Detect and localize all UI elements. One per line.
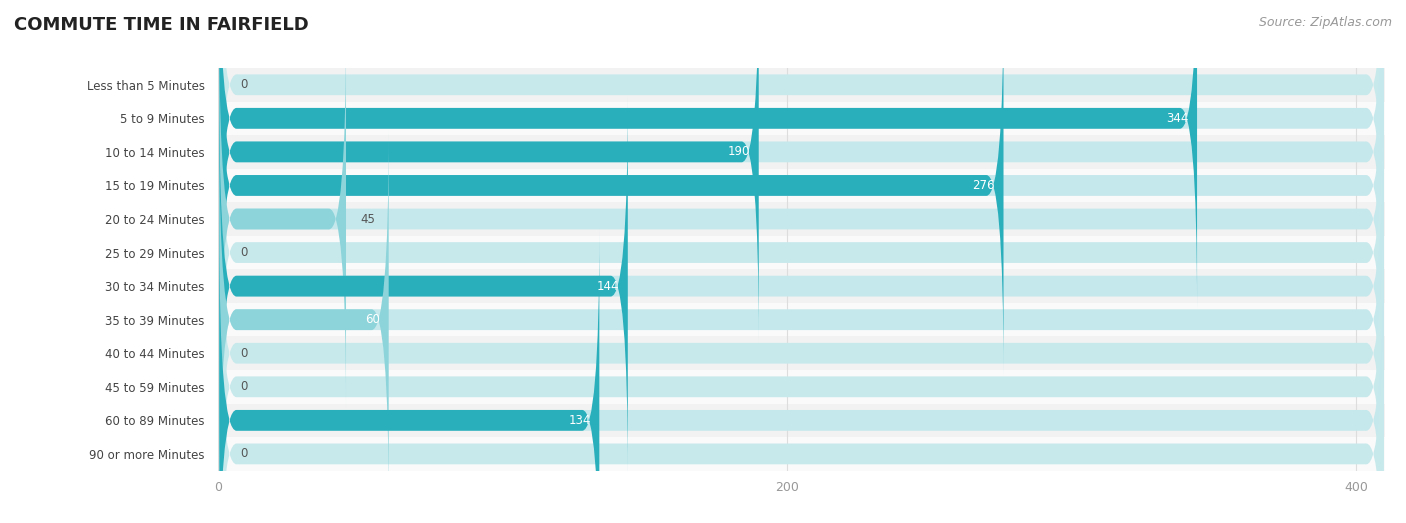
FancyBboxPatch shape [219,0,1004,377]
Bar [218,101,1385,135]
FancyBboxPatch shape [219,0,1197,309]
Text: 0: 0 [240,380,247,393]
FancyBboxPatch shape [219,0,1384,276]
Text: 134: 134 [568,414,591,427]
Text: 344: 344 [1166,112,1188,125]
Text: 0: 0 [240,447,247,460]
Bar [218,404,1385,437]
Bar [218,202,1385,236]
Text: 0: 0 [240,347,247,360]
FancyBboxPatch shape [219,263,1384,523]
Bar [218,370,1385,404]
Text: Source: ZipAtlas.com: Source: ZipAtlas.com [1258,16,1392,29]
Bar [218,168,1385,202]
FancyBboxPatch shape [219,62,1384,444]
FancyBboxPatch shape [219,95,1384,477]
FancyBboxPatch shape [219,230,1384,523]
FancyBboxPatch shape [219,28,1384,410]
FancyBboxPatch shape [219,196,1384,523]
FancyBboxPatch shape [219,0,1384,309]
Bar [218,236,1385,269]
Text: 144: 144 [596,280,619,293]
Bar [218,303,1385,336]
FancyBboxPatch shape [219,0,759,343]
FancyBboxPatch shape [219,129,388,510]
FancyBboxPatch shape [219,230,599,523]
FancyBboxPatch shape [219,28,346,410]
Text: 0: 0 [240,246,247,259]
FancyBboxPatch shape [219,129,1384,510]
FancyBboxPatch shape [219,0,1384,377]
FancyBboxPatch shape [219,95,628,477]
Text: 0: 0 [240,78,247,92]
FancyBboxPatch shape [219,162,1384,523]
Text: 45: 45 [360,212,375,225]
Bar [218,269,1385,303]
Text: 276: 276 [973,179,995,192]
Bar [218,437,1385,471]
Bar [218,135,1385,168]
Bar [218,336,1385,370]
Text: COMMUTE TIME IN FAIRFIELD: COMMUTE TIME IN FAIRFIELD [14,16,309,33]
Text: 190: 190 [728,145,751,158]
Text: 60: 60 [366,313,380,326]
Bar [218,68,1385,101]
FancyBboxPatch shape [219,0,1384,343]
